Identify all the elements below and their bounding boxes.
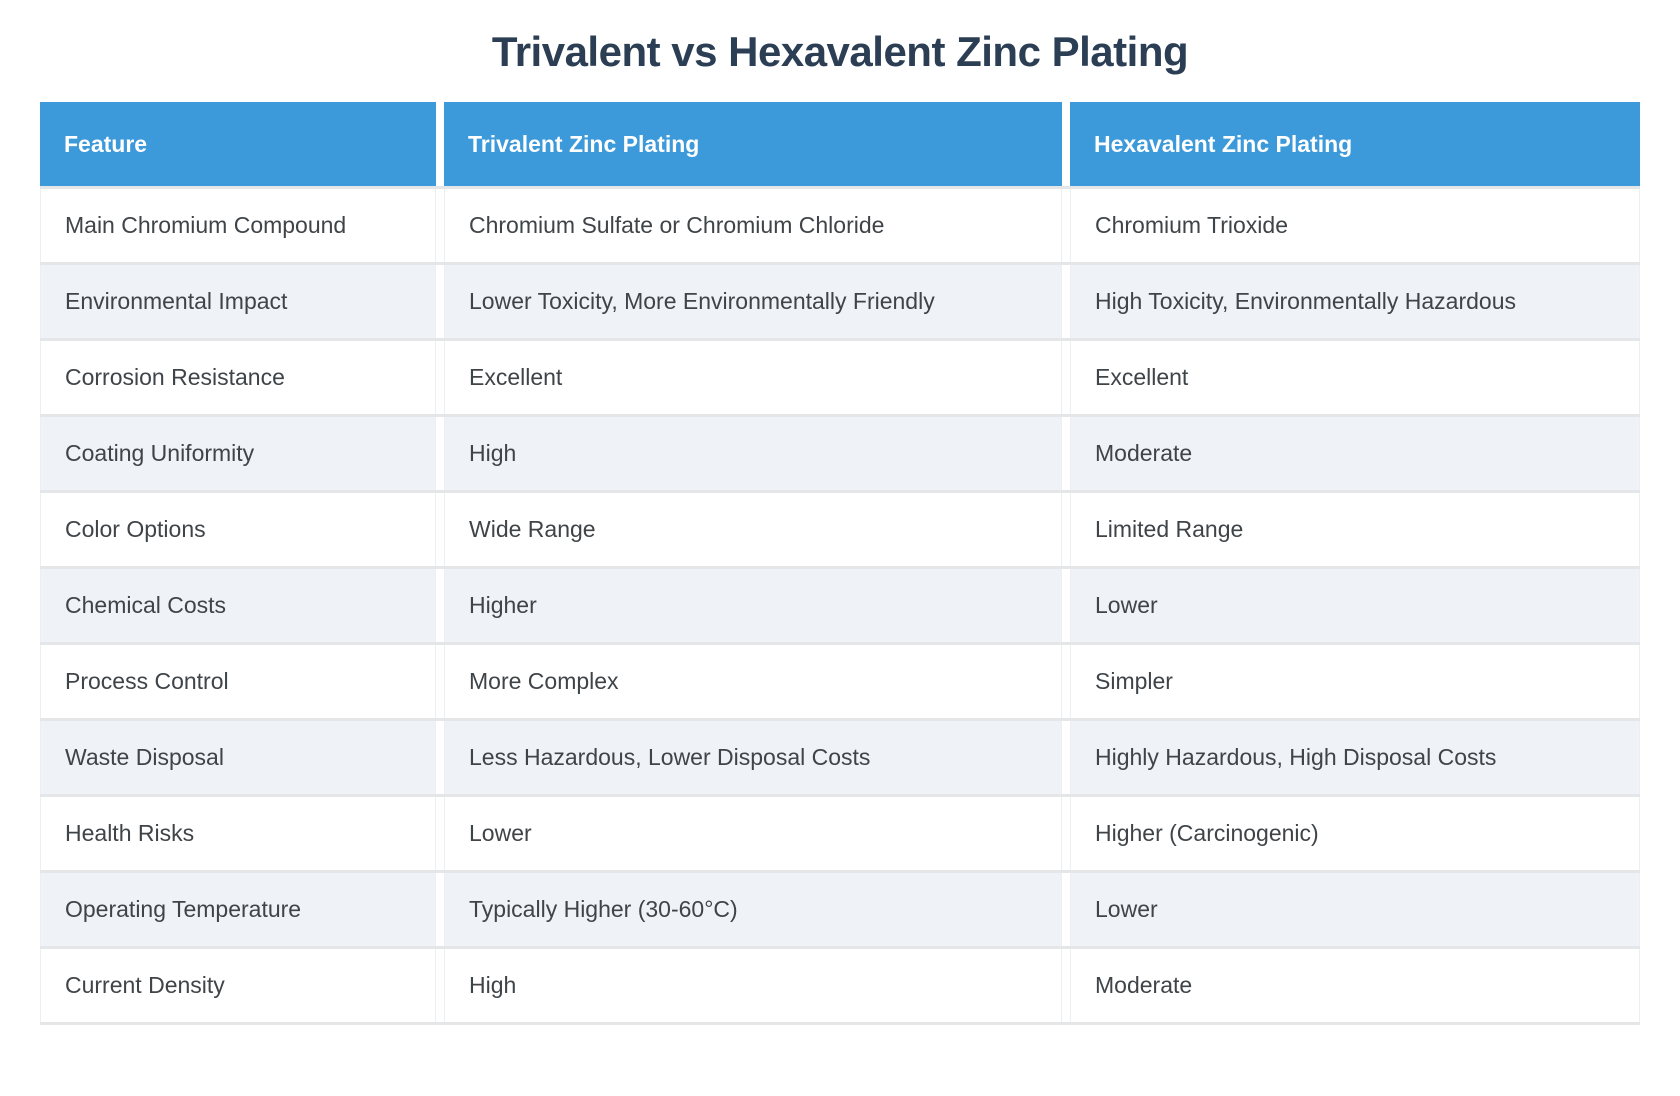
trivalent-cell: Lower Toxicity, More Environmentally Fri… [444,265,1062,339]
trivalent-cell: Excellent [444,341,1062,415]
trivalent-cell: More Complex [444,645,1062,719]
column-header-hexavalent: Hexavalent Zinc Plating [1070,102,1640,187]
hexavalent-cell: Lower [1070,569,1640,643]
feature-cell: Process Control [40,645,436,719]
table-header-row: Feature Trivalent Zinc Plating Hexavalen… [40,102,1640,187]
feature-cell: Chemical Costs [40,569,436,643]
table-row: Operating Temperature Typically Higher (… [40,870,1640,947]
feature-cell: Main Chromium Compound [40,189,436,263]
hexavalent-cell: Moderate [1070,417,1640,491]
hexavalent-cell: Higher (Carcinogenic) [1070,797,1640,871]
table-row: Coating Uniformity High Moderate [40,414,1640,491]
trivalent-cell: Chromium Sulfate or Chromium Chloride [444,189,1062,263]
feature-cell: Coating Uniformity [40,417,436,491]
table-row: Corrosion Resistance Excellent Excellent [40,338,1640,415]
feature-cell: Health Risks [40,797,436,871]
table-row: Health Risks Lower Higher (Carcinogenic) [40,794,1640,871]
trivalent-cell: High [444,949,1062,1023]
table-row: Process Control More Complex Simpler [40,642,1640,719]
column-header-trivalent: Trivalent Zinc Plating [444,102,1062,187]
table-row: Main Chromium Compound Chromium Sulfate … [40,186,1640,263]
table-row: Environmental Impact Lower Toxicity, Mor… [40,262,1640,339]
table-row: Current Density High Moderate [40,946,1640,1023]
hexavalent-cell: Lower [1070,873,1640,947]
trivalent-cell: Less Hazardous, Lower Disposal Costs [444,721,1062,795]
comparison-table: Feature Trivalent Zinc Plating Hexavalen… [40,102,1640,1026]
feature-cell: Operating Temperature [40,873,436,947]
page-title: Trivalent vs Hexavalent Zinc Plating [491,28,1189,75]
hexavalent-cell: Simpler [1070,645,1640,719]
feature-cell: Current Density [40,949,436,1023]
table-row: Chemical Costs Higher Lower [40,566,1640,643]
trivalent-cell: Wide Range [444,493,1062,567]
hexavalent-cell: High Toxicity, Environmentally Hazardous [1070,265,1640,339]
trivalent-cell: High [444,417,1062,491]
column-header-feature: Feature [40,102,436,187]
hexavalent-cell: Highly Hazardous, High Disposal Costs [1070,721,1640,795]
hexavalent-cell: Limited Range [1070,493,1640,567]
feature-cell: Color Options [40,493,436,567]
table-row: Waste Disposal Less Hazardous, Lower Dis… [40,718,1640,795]
trivalent-cell: Typically Higher (30-60°C) [444,873,1062,947]
hexavalent-cell: Moderate [1070,949,1640,1023]
trivalent-cell: Higher [444,569,1062,643]
table-row: Color Options Wide Range Limited Range [40,490,1640,567]
feature-cell: Environmental Impact [40,265,436,339]
feature-cell: Corrosion Resistance [40,341,436,415]
hexavalent-cell: Chromium Trioxide [1070,189,1640,263]
feature-cell: Waste Disposal [40,721,436,795]
trivalent-cell: Lower [444,797,1062,871]
hexavalent-cell: Excellent [1070,341,1640,415]
